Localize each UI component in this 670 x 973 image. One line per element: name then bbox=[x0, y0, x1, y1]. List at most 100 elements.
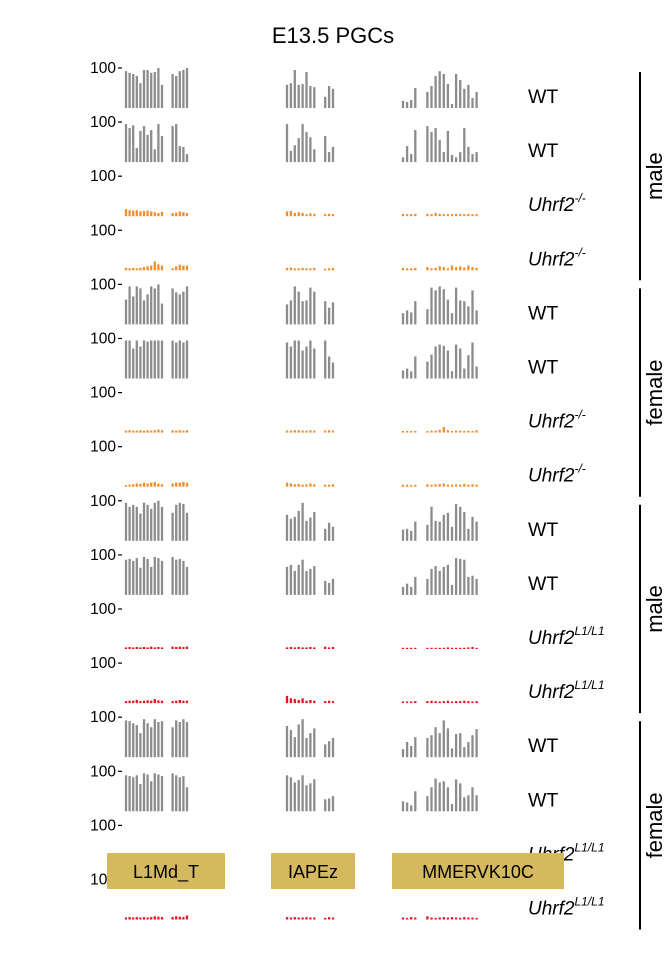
bar-mmervk10c-row5-site12 bbox=[454, 287, 458, 325]
bar-l1md_t-row5-site11 bbox=[160, 303, 164, 325]
bar-mmervk10c-row4-site7 bbox=[434, 267, 437, 271]
bar-l1md_t-row7-site12 bbox=[171, 430, 174, 433]
bar-mmervk10c-row14-site17 bbox=[475, 795, 478, 812]
bar-mmervk10c-row4-site14 bbox=[463, 267, 466, 271]
bar-l1md_t-row10-site11 bbox=[160, 560, 164, 595]
bar-l1md_t-row7-site14 bbox=[178, 430, 181, 433]
row-labels: WT WT Uhrf2-/- Uhrf2-/- WT WT Uhrf2-/- Uhrf2-/-… bbox=[528, 86, 605, 920]
bar-iapez-row7-site11 bbox=[331, 430, 335, 433]
bar-iapez-row1-site5 bbox=[301, 84, 304, 108]
bar-iapez-row10-site7 bbox=[309, 568, 312, 595]
bar-l1md_t-row13-site11 bbox=[160, 721, 164, 758]
bar-l1md_t-row12-site11 bbox=[160, 700, 164, 704]
bar-l1md_t-row6-site10 bbox=[157, 340, 160, 379]
bar-mmervk10c-row14-site8 bbox=[438, 782, 441, 812]
bar-mmervk10c-row11-site15 bbox=[467, 647, 470, 649]
bar-mmervk10c-row8-site5 bbox=[426, 484, 429, 487]
bar-iapez-row7-site4 bbox=[297, 430, 300, 433]
bar-iapez-row5-site7 bbox=[309, 287, 312, 325]
bar-mmervk10c-row3-site9 bbox=[442, 214, 445, 217]
bar-l1md_t-row2-site9 bbox=[153, 149, 156, 163]
bar-mmervk10c-row10-site1 bbox=[401, 586, 405, 595]
bar-l1md_t-row13-site5 bbox=[139, 733, 142, 758]
element-label-mmervk10c: MMERVK10C bbox=[422, 862, 534, 882]
bar-l1md_t-row9-site6 bbox=[142, 502, 146, 541]
bar-iapez-row11-site9 bbox=[324, 646, 327, 649]
bar-l1md_t-row14-site11 bbox=[160, 776, 164, 812]
group-label-female: female bbox=[642, 792, 667, 858]
bar-iapez-row13-site1 bbox=[285, 726, 289, 758]
bar-iapez-row10-site9 bbox=[324, 580, 327, 595]
bar-mmervk10c-row6-site15 bbox=[467, 355, 470, 379]
bar-l1md_t-row5-site5 bbox=[139, 288, 142, 325]
bar-mmervk10c-row11-site3 bbox=[410, 647, 413, 649]
element-box-mmervk10c bbox=[392, 853, 564, 889]
bar-l1md_t-row7-site8 bbox=[150, 430, 153, 433]
bar-iapez-row13-site7 bbox=[309, 733, 312, 758]
bar-l1md_t-row3-site13 bbox=[175, 212, 178, 217]
bar-mmervk10c-row16-site6 bbox=[430, 917, 433, 920]
bar-iapez-row2-site3 bbox=[293, 145, 296, 163]
bar-mmervk10c-row10-site15 bbox=[467, 576, 470, 595]
bar-iapez-row6-site4 bbox=[297, 340, 300, 379]
bar-mmervk10c-row4-site2 bbox=[405, 268, 409, 271]
bar-mmervk10c-row1-site17 bbox=[475, 92, 478, 108]
bar-l1md_t-row11-site2 bbox=[128, 647, 131, 649]
bar-mmervk10c-row16-site13 bbox=[459, 917, 462, 920]
bar-l1md_t-row9-site1 bbox=[124, 502, 128, 541]
bar-mmervk10c-row5-site7 bbox=[434, 290, 437, 325]
bar-mmervk10c-row9-site12 bbox=[454, 504, 458, 541]
bar-l1md_t-row12-site2 bbox=[128, 700, 131, 704]
bar-l1md_t-row5-site14 bbox=[178, 294, 181, 325]
bar-mmervk10c-row7-site12 bbox=[454, 430, 458, 433]
bar-iapez-row14-site1 bbox=[285, 775, 289, 812]
bar-iapez-row7-site9 bbox=[324, 430, 327, 433]
bar-iapez-row2-site10 bbox=[327, 152, 331, 163]
bar-mmervk10c-row11-site14 bbox=[463, 647, 466, 649]
bar-l1md_t-row1-site13 bbox=[175, 76, 178, 108]
bar-iapez-row11-site11 bbox=[331, 647, 335, 649]
bar-iapez-row3-site11 bbox=[331, 214, 335, 217]
bar-iapez-row13-site8 bbox=[313, 728, 316, 758]
row-label-superscript: -/- bbox=[574, 191, 585, 205]
bar-l1md_t-row8-site9 bbox=[153, 481, 156, 487]
bar-mmervk10c-row13-site2 bbox=[405, 742, 409, 758]
bar-iapez-row16-site6 bbox=[305, 917, 308, 920]
bar-mmervk10c-row11-site4 bbox=[414, 647, 417, 649]
bar-iapez-row5-site2 bbox=[289, 300, 293, 325]
bar-mmervk10c-row9-site7 bbox=[434, 520, 437, 541]
bar-mmervk10c-row1-site1 bbox=[401, 100, 405, 108]
bar-mmervk10c-row4-site3 bbox=[410, 268, 413, 271]
row-label: Uhrf2L1/L1 bbox=[528, 624, 605, 649]
bar-mmervk10c-row6-site1 bbox=[401, 370, 405, 379]
y-tick-label: 100 bbox=[90, 439, 116, 456]
bar-l1md_t-row3-site2 bbox=[128, 210, 131, 217]
bar-mmervk10c-row10-site3 bbox=[410, 586, 413, 595]
y-tick-label: 100 bbox=[90, 709, 116, 726]
bar-mmervk10c-row5-site4 bbox=[414, 301, 417, 325]
bar-l1md_t-row2-site2 bbox=[128, 128, 131, 163]
bar-l1md_t-row7-site9 bbox=[153, 430, 156, 433]
bar-iapez-row9-site1 bbox=[285, 514, 289, 541]
bar-mmervk10c-row7-site14 bbox=[463, 431, 466, 433]
row-label-superscript: -/- bbox=[574, 408, 585, 422]
bar-l1md_t-row13-site4 bbox=[135, 725, 138, 758]
bar-iapez-row16-site8 bbox=[313, 917, 316, 920]
bar-iapez-row16-site5 bbox=[301, 917, 304, 920]
bar-iapez-row13-site4 bbox=[297, 724, 300, 758]
bar-l1md_t-row10-site16 bbox=[185, 566, 189, 595]
bar-l1md_t-row8-site3 bbox=[132, 484, 135, 487]
bar-mmervk10c-row16-site7 bbox=[434, 917, 437, 920]
bar-l1md_t-row13-site7 bbox=[146, 723, 149, 758]
bar-l1md_t-row4-site8 bbox=[150, 265, 153, 271]
bar-mmervk10c-row12-site4 bbox=[414, 701, 417, 704]
bar-l1md_t-row7-site3 bbox=[132, 430, 135, 433]
bar-l1md_t-row6-site4 bbox=[135, 340, 138, 379]
bar-mmervk10c-row4-site1 bbox=[401, 267, 405, 271]
bar-iapez-row8-site10 bbox=[327, 484, 331, 487]
bar-mmervk10c-row2-site8 bbox=[438, 140, 441, 163]
bar-iapez-row3-site6 bbox=[305, 214, 308, 217]
bar-mmervk10c-row5-site17 bbox=[475, 310, 478, 325]
bar-mmervk10c-row2-site1 bbox=[401, 157, 405, 163]
bar-l1md_t-row4-site9 bbox=[153, 261, 156, 271]
